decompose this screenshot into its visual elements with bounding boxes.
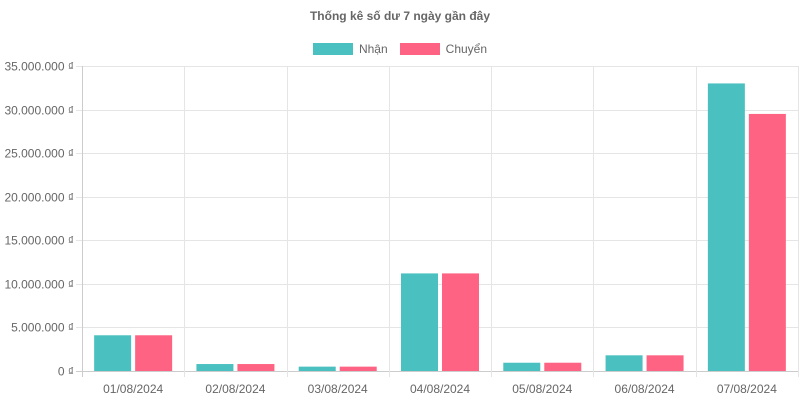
x-tick-label: 05/08/2024 [512, 382, 572, 396]
bar-nhan [707, 83, 745, 371]
x-tick-label: 07/08/2024 [717, 382, 777, 396]
legend-label-nhan: Nhận [358, 42, 388, 56]
x-tick-label: 03/08/2024 [308, 382, 368, 396]
bar-chuyen [544, 362, 582, 371]
x-tick-label: 02/08/2024 [205, 382, 265, 396]
y-tick-label: 10.000.000 ₫ [4, 278, 74, 292]
y-tick-label: 25.000.000 ₫ [4, 147, 74, 161]
legend-label-chuyen: Chuyển [445, 42, 488, 56]
bar-chuyen [748, 113, 786, 371]
bar-chuyen [442, 273, 479, 371]
legend-swatch-chuyen [399, 43, 440, 55]
bar-nhan [503, 362, 541, 371]
y-tick-label: 0 ₫ [58, 365, 74, 379]
y-tick-label: 35.000.000 ₫ [4, 60, 74, 74]
x-tick-label: 04/08/2024 [410, 382, 470, 396]
legend: Nhận Chuyển [0, 42, 800, 56]
bar-nhan [401, 273, 438, 371]
chart-title: Thống kê số dư 7 ngày gần đây [309, 9, 491, 23]
y-tick-label: 15.000.000 ₫ [4, 234, 74, 248]
y-tick-label: 20.000.000 ₫ [4, 191, 74, 205]
x-tick-label: 01/08/2024 [103, 382, 163, 396]
bar-chuyen [339, 366, 377, 371]
bar-nhan [605, 355, 643, 371]
bar-nhan [298, 366, 336, 371]
y-tick-label: 5.000.000 ₫ [11, 321, 74, 335]
legend-item-nhan[interactable]: Nhận [312, 42, 388, 56]
bar-chuyen [646, 355, 684, 371]
x-tick-label: 06/08/2024 [615, 382, 675, 396]
y-tick-label: 30.000.000 ₫ [4, 104, 74, 118]
legend-item-chuyen[interactable]: Chuyển [399, 42, 488, 56]
legend-swatch-nhan [312, 43, 353, 55]
bar-chuyen [135, 335, 173, 371]
bar-nhan [196, 364, 234, 371]
bar-chuyen [237, 364, 275, 371]
bar-nhan [94, 335, 132, 371]
